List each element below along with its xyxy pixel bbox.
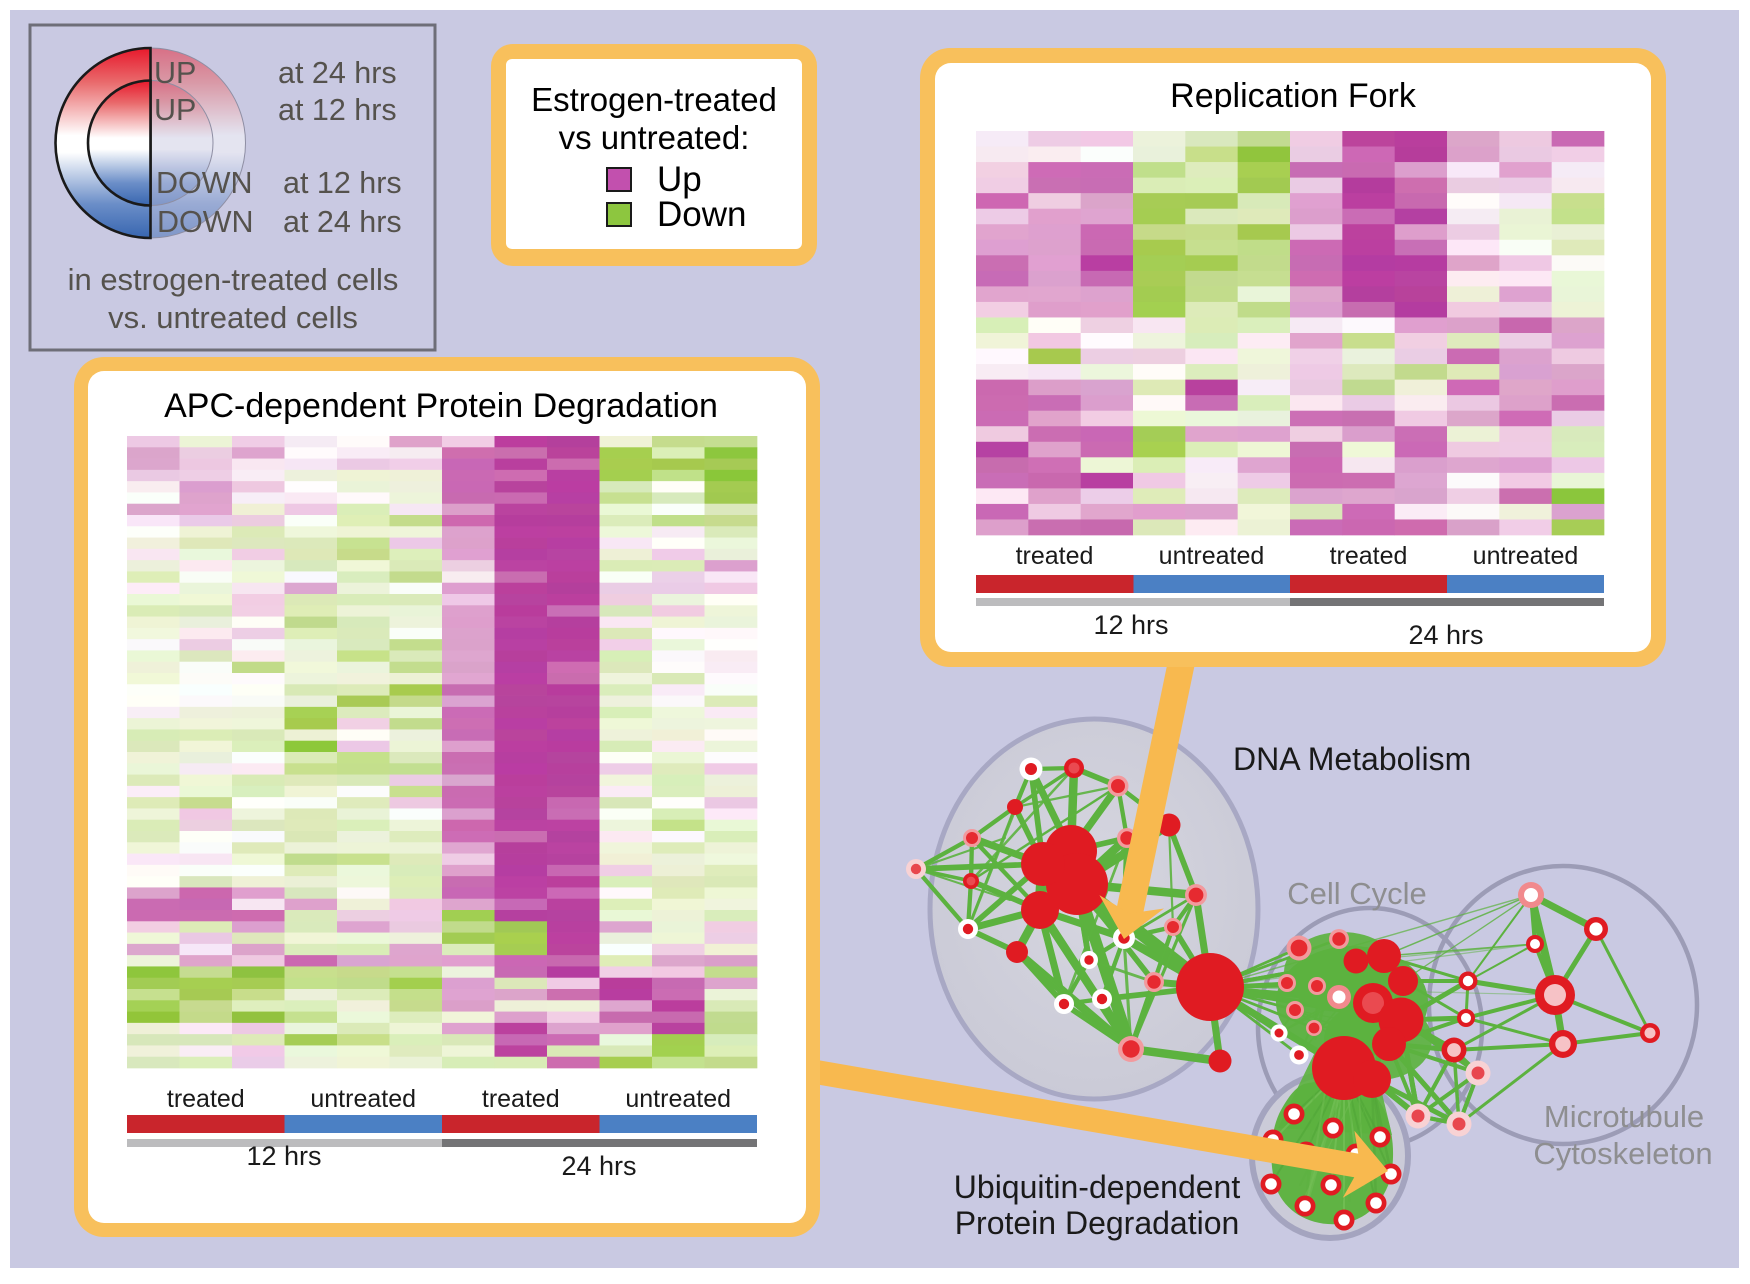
- svg-text:24 hrs: 24 hrs: [1408, 620, 1483, 650]
- svg-text:treated: treated: [482, 1085, 560, 1113]
- svg-text:DOWN: DOWN: [157, 205, 254, 239]
- svg-text:untreated: untreated: [1473, 542, 1579, 570]
- svg-text:at 24 hrs: at 24 hrs: [283, 205, 402, 239]
- svg-text:Protein Degradation: Protein Degradation: [955, 1205, 1240, 1241]
- svg-text:treated: treated: [167, 1085, 245, 1113]
- svg-text:DNA Metabolism: DNA Metabolism: [1233, 741, 1471, 777]
- svg-text:at 12 hrs: at 12 hrs: [278, 93, 397, 127]
- svg-text:untreated: untreated: [1159, 542, 1265, 570]
- svg-text:Estrogen-treated: Estrogen-treated: [531, 81, 777, 118]
- svg-text:DOWN: DOWN: [156, 166, 253, 200]
- svg-text:24 hrs: 24 hrs: [561, 1151, 636, 1181]
- svg-text:Ubiquitin-dependent: Ubiquitin-dependent: [954, 1169, 1241, 1205]
- svg-text:vs. untreated cells: vs. untreated cells: [108, 300, 358, 335]
- svg-text:in estrogen-treated cells: in estrogen-treated cells: [68, 262, 399, 297]
- svg-text:untreated: untreated: [310, 1085, 416, 1113]
- svg-text:UP: UP: [154, 56, 196, 90]
- svg-text:treated: treated: [1016, 542, 1094, 570]
- svg-text:APC-dependent Protein Degradat: APC-dependent Protein Degradation: [164, 387, 718, 425]
- svg-text:12 hrs: 12 hrs: [246, 1141, 321, 1171]
- svg-text:Replication Fork: Replication Fork: [1170, 77, 1417, 115]
- svg-text:treated: treated: [1330, 542, 1408, 570]
- svg-text:at 24 hrs: at 24 hrs: [278, 56, 397, 90]
- svg-text:untreated: untreated: [625, 1085, 731, 1113]
- svg-text:Up: Up: [657, 160, 702, 199]
- svg-text:at 12 hrs: at 12 hrs: [283, 166, 402, 200]
- svg-text:Cell Cycle: Cell Cycle: [1287, 876, 1427, 911]
- svg-text:Down: Down: [657, 195, 746, 234]
- svg-text:Microtubule: Microtubule: [1544, 1099, 1704, 1134]
- svg-text:vs untreated:: vs untreated:: [559, 119, 750, 156]
- svg-text:12 hrs: 12 hrs: [1093, 610, 1168, 640]
- svg-text:Cytoskeleton: Cytoskeleton: [1533, 1136, 1712, 1171]
- svg-text:UP: UP: [154, 93, 196, 127]
